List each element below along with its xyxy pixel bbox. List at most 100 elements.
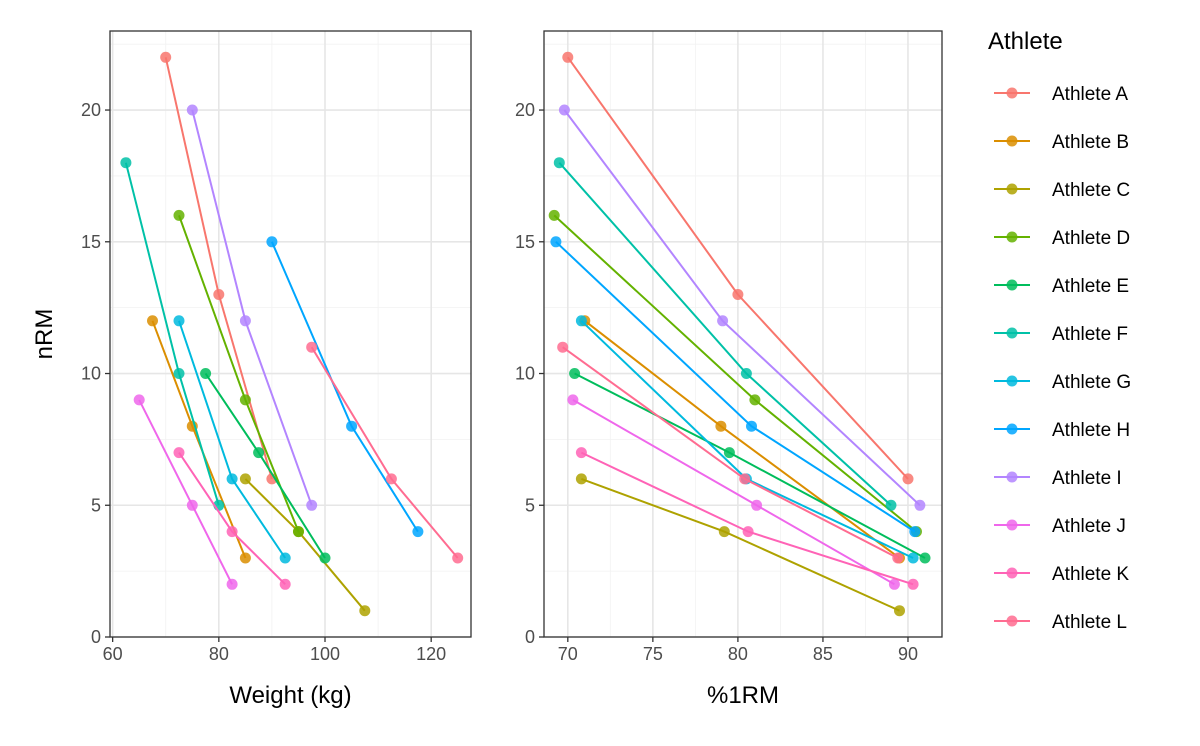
data-point: [888, 578, 900, 590]
series-athlete-l: [557, 341, 904, 564]
legend-item-athlete-h: Athlete H: [994, 420, 1130, 441]
legend-item-athlete-b: Athlete B: [994, 132, 1129, 153]
legend-label: Athlete A: [1052, 84, 1128, 105]
panel-border: [109, 30, 472, 638]
x-tick-label: 85: [813, 644, 833, 664]
legend-item-athlete-i: Athlete I: [994, 468, 1122, 489]
x-axis-title: Weight (kg): [229, 682, 351, 709]
data-point: [147, 315, 158, 327]
y-tick-label: 0: [525, 627, 535, 647]
x-tick-label: 80: [209, 644, 229, 664]
series-athlete-g: [173, 315, 291, 564]
legend-label: Athlete F: [1052, 324, 1128, 345]
panel-background: [110, 31, 471, 637]
legend-label: Athlete H: [1052, 420, 1130, 441]
x-tick-label: 75: [643, 644, 663, 664]
series-athlete-e: [200, 368, 331, 564]
data-point: [548, 209, 560, 221]
series-athlete-k: [173, 447, 291, 590]
data-point: [569, 368, 581, 379]
data-point: [306, 499, 318, 511]
series-athlete-l: [306, 341, 464, 564]
y-tick-label: 5: [91, 495, 101, 515]
series-athlete-f: [120, 157, 225, 511]
y-tick-label: 15: [515, 232, 535, 252]
data-point: [306, 341, 318, 353]
data-point: [120, 157, 132, 169]
data-point: [909, 526, 921, 538]
legend-label: Athlete L: [1052, 612, 1127, 633]
y-tick-label: 10: [81, 364, 101, 384]
data-point: [742, 526, 754, 538]
legend-key-point: [1006, 471, 1018, 483]
data-point: [239, 394, 251, 406]
data-point: [907, 578, 919, 590]
series-athlete-a: [562, 51, 914, 485]
legend-key-point: [1006, 327, 1018, 339]
series-athlete-d: [548, 209, 922, 538]
data-point: [723, 447, 735, 459]
x-tick-label: 100: [310, 644, 340, 664]
legend-key-point: [1006, 135, 1018, 147]
legend-key-point: [1006, 567, 1018, 579]
data-point: [740, 368, 752, 379]
data-point: [173, 447, 185, 459]
x-axis-title: %1RM: [707, 682, 779, 709]
data-point: [266, 473, 278, 485]
y-axis-title: nRM: [31, 309, 58, 360]
data-point: [557, 341, 569, 353]
x-tick-label: 120: [416, 644, 446, 664]
y-tick-label: 20: [515, 100, 535, 120]
data-point: [562, 51, 574, 63]
data-point: [553, 157, 565, 169]
series-athlete-k: [575, 447, 919, 590]
y-tick-label: 5: [525, 495, 535, 515]
legend-item-athlete-f: Athlete F: [994, 324, 1128, 345]
legend-key-point: [1006, 375, 1018, 387]
series-athlete-h: [550, 236, 921, 538]
data-point: [186, 499, 198, 511]
y-tick-label: 0: [91, 627, 101, 647]
series-athlete-h: [266, 236, 424, 538]
data-point: [567, 394, 579, 406]
data-point: [200, 368, 212, 379]
legend-item-athlete-e: Athlete E: [994, 276, 1129, 297]
data-point: [717, 315, 729, 327]
data-point: [746, 420, 757, 432]
legend-label: Athlete K: [1052, 564, 1129, 585]
data-point: [892, 552, 904, 564]
data-point: [751, 499, 763, 511]
data-point: [575, 473, 587, 485]
data-point: [907, 552, 919, 564]
x-tick-label: 90: [898, 644, 918, 664]
data-point: [715, 420, 727, 432]
legend-label: Athlete C: [1052, 180, 1130, 201]
data-point: [266, 236, 278, 248]
legend-label: Athlete D: [1052, 228, 1130, 249]
legend-key-point: [1006, 519, 1018, 531]
legend-item-athlete-g: Athlete G: [994, 372, 1131, 393]
data-point: [550, 236, 562, 248]
data-point: [558, 104, 570, 116]
series-athlete-a: [160, 51, 278, 485]
panel-1: 60 80 100 120 0 5 10 15 20 Weight (kg) nRM: [31, 30, 472, 709]
legend-key-point: [1006, 423, 1018, 435]
legend-item-athlete-a: Athlete A: [994, 84, 1128, 105]
data-point: [359, 605, 371, 617]
legend-title: Athlete: [988, 28, 1063, 55]
data-point: [575, 315, 587, 327]
data-point: [732, 289, 744, 300]
legend-item-athlete-j: Athlete J: [994, 516, 1126, 537]
series-athlete-f: [553, 157, 897, 511]
data-point: [718, 526, 730, 538]
legend-label: Athlete G: [1052, 372, 1131, 393]
series-athlete-e: [569, 368, 931, 564]
legend-key-point: [1006, 279, 1018, 291]
series-athlete-i: [558, 104, 926, 511]
data-point: [914, 499, 926, 511]
panel-2: 70 75 80 85 90 0 5 10 15 20 %1RM: [515, 30, 943, 709]
data-point: [385, 473, 397, 485]
data-point: [226, 473, 238, 485]
series-athlete-j: [133, 394, 238, 590]
